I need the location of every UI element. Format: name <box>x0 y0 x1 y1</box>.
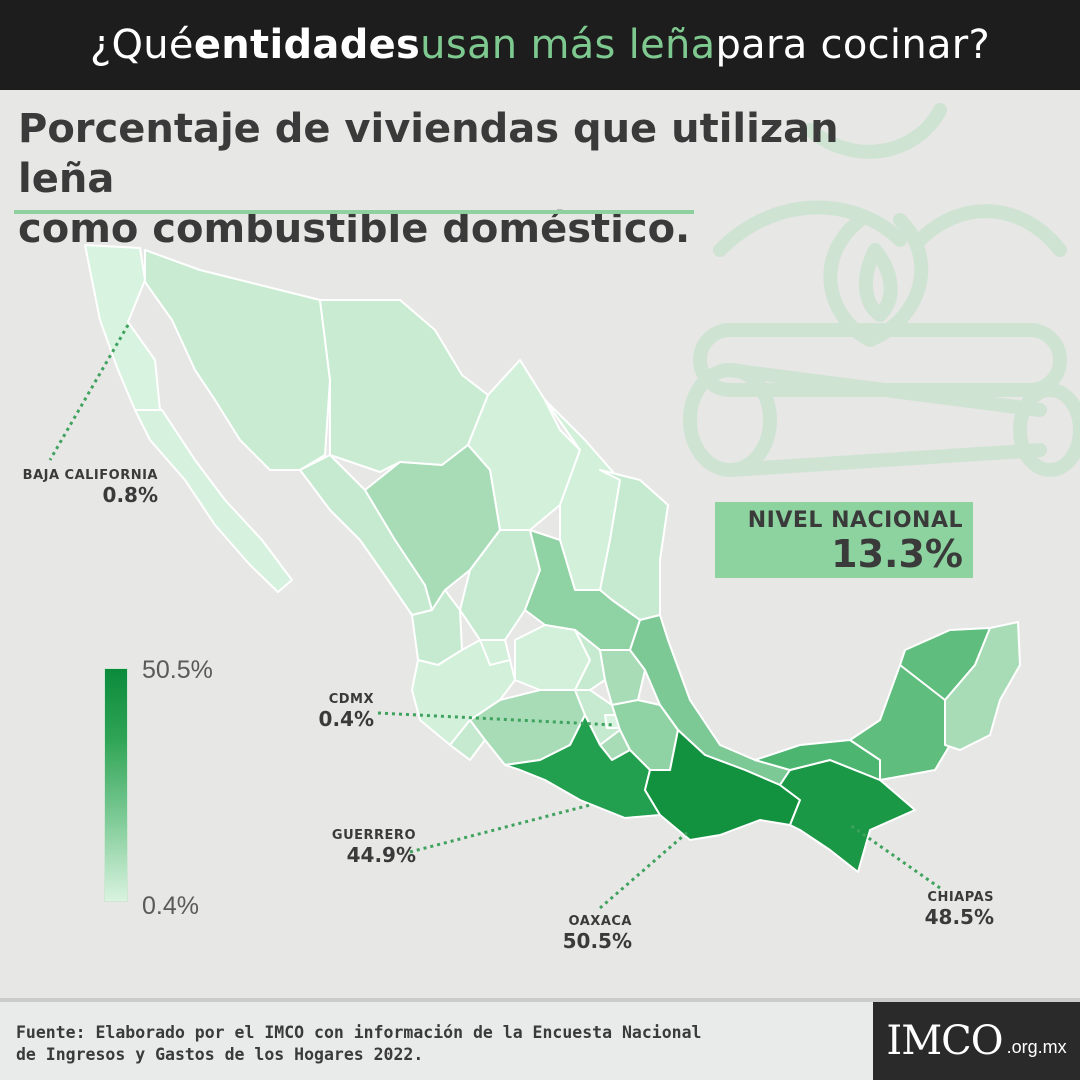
chart-subtitle: Porcentaje de viviendas que utilizan leñ… <box>18 104 918 254</box>
logo-text: IMCO <box>886 1018 1003 1064</box>
callout-value: 0.4% <box>318 707 374 731</box>
title-text-start: ¿Qué <box>89 22 194 68</box>
callout-value: 0.8% <box>102 483 158 507</box>
callout-name: OAXACA <box>568 914 632 929</box>
footer: Fuente: Elaborado por el IMCO con inform… <box>0 1002 1080 1080</box>
state-quintana-roo <box>944 621 1021 751</box>
footer-divider <box>0 998 1080 1002</box>
callout-name: CHIAPAS <box>927 890 994 905</box>
callout-oaxaca: OAXACA 50.5% <box>540 914 632 953</box>
imco-logo[interactable]: IMCO .org.mx <box>873 1002 1080 1080</box>
national-level-label: NIVEL NACIONAL <box>747 508 963 533</box>
state-jalisco <box>411 639 516 746</box>
callout-cdmx: CDMX 0.4% <box>290 692 374 731</box>
leader-line-guerrero <box>409 803 591 854</box>
leader-line-chiapas <box>849 823 941 890</box>
subtitle-underline <box>14 210 694 214</box>
source-note: Fuente: Elaborado por el IMCO con inform… <box>16 1022 701 1066</box>
national-level-value: 13.3% <box>831 532 963 576</box>
state-baja-california-sur <box>134 409 293 593</box>
title-banner: ¿Qué entidades usan más leña para cocina… <box>0 0 1080 90</box>
legend-gradient-bar <box>104 668 128 902</box>
national-level-box: NIVEL NACIONAL 13.3% <box>715 502 973 578</box>
callout-value: 50.5% <box>562 929 632 953</box>
source-line-2: de Ingresos y Gastos de los Hogares 2022… <box>16 1045 424 1064</box>
callout-name: CDMX <box>328 692 374 707</box>
callout-chiapas: CHIAPAS 48.5% <box>900 890 994 929</box>
source-line-1: Fuente: Elaborado por el IMCO con inform… <box>16 1023 702 1042</box>
callout-baja-california: BAJA CALIFORNIA 0.8% <box>6 468 158 507</box>
subtitle-line-1: Porcentaje de viviendas que utilizan leñ… <box>18 106 839 202</box>
callout-value: 48.5% <box>924 905 994 929</box>
legend-max-label: 50.5% <box>142 656 213 684</box>
title-text-green: usan más leña <box>420 22 716 68</box>
logo-suffix: .org.mx <box>1006 1036 1067 1057</box>
legend-min-label: 0.4% <box>142 892 199 920</box>
callout-value: 44.9% <box>346 843 416 867</box>
mexico-map <box>48 244 1021 910</box>
state-chihuahua <box>319 299 489 473</box>
callout-name: BAJA CALIFORNIA <box>22 468 158 483</box>
firewood-decoration-icon <box>683 103 1080 477</box>
title-text-bold: entidades <box>193 22 421 68</box>
callout-name: GUERRERO <box>331 828 416 843</box>
leader-line-oaxaca <box>599 828 691 910</box>
state-aguascalientes <box>479 639 511 666</box>
leader-line-cdmx <box>377 711 616 727</box>
callout-guerrero: GUERRERO 44.9% <box>300 828 416 867</box>
leader-line-baja-california <box>48 324 130 461</box>
state-baja-california <box>84 244 161 411</box>
title-text-end: para cocinar? <box>715 22 991 68</box>
